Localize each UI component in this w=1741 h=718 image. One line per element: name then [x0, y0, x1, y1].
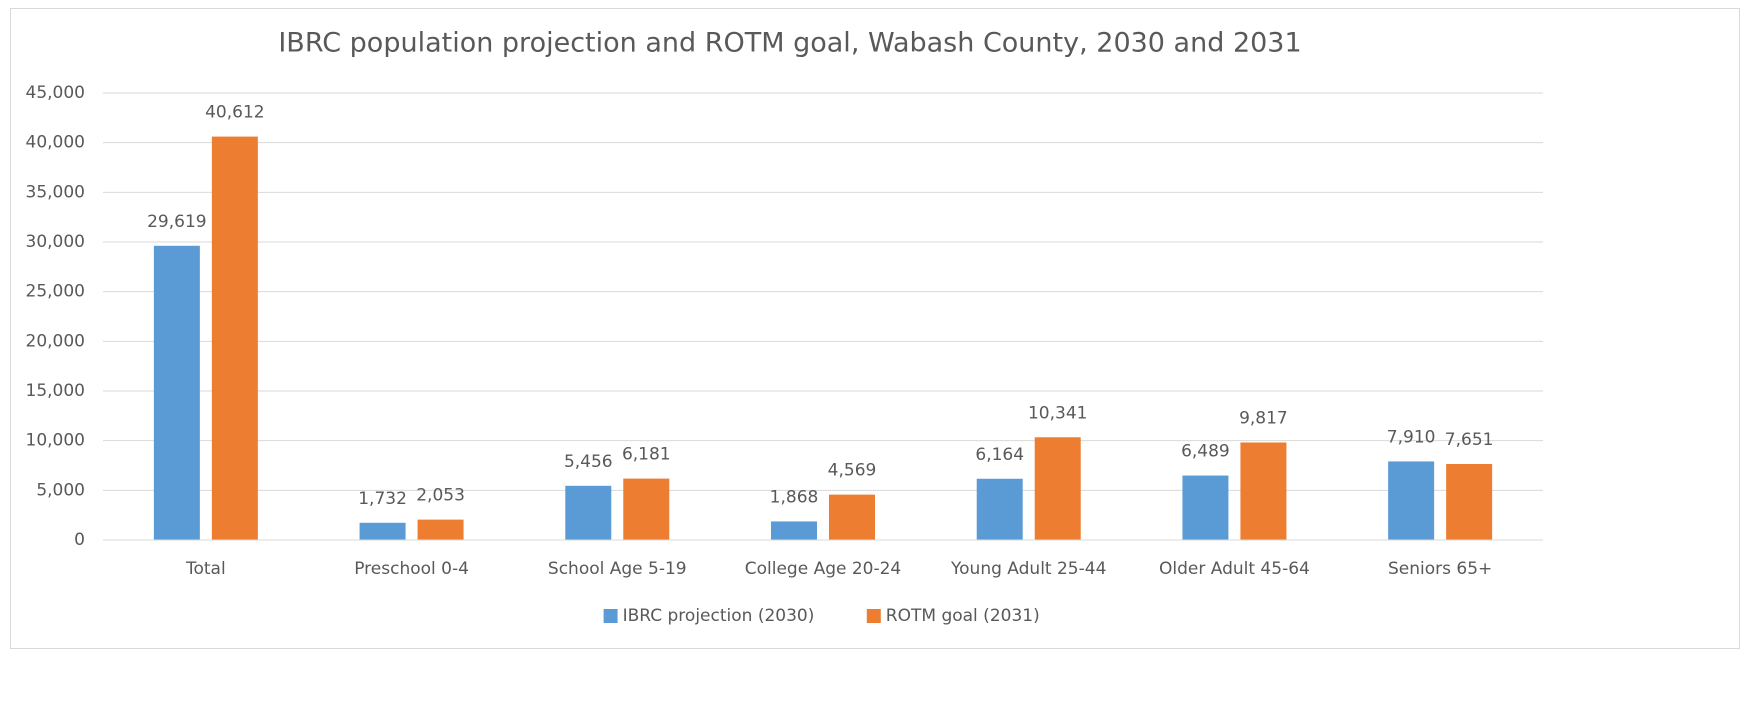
data-label: 7,651: [1445, 430, 1494, 450]
bar: [1240, 442, 1287, 540]
y-tick-label: 10,000: [26, 431, 85, 451]
bar: [1446, 464, 1493, 540]
legend-label: ROTM goal (2031): [886, 606, 1040, 626]
legend-swatch: [866, 609, 881, 623]
data-label: 1,868: [770, 487, 819, 507]
y-tick-label: 45,000: [26, 83, 85, 103]
bar: [623, 478, 670, 540]
data-label: 6,164: [975, 445, 1024, 465]
bar: [153, 245, 200, 540]
bar: [417, 519, 464, 540]
data-label: 5,456: [564, 452, 613, 472]
y-tick-label: 20,000: [26, 331, 85, 351]
bar: [211, 136, 258, 540]
data-label: 6,489: [1181, 442, 1230, 462]
bar: [565, 485, 612, 540]
y-tick-label: 40,000: [26, 133, 85, 153]
y-tick-label: 5,000: [36, 480, 85, 500]
bar: [1388, 461, 1435, 540]
x-tick-label: College Age 20-24: [745, 559, 902, 579]
data-label: 2,053: [416, 486, 465, 506]
data-label: 1,732: [358, 489, 407, 509]
data-label: 10,341: [1028, 403, 1087, 423]
bar: [1182, 475, 1229, 540]
data-label: 40,612: [205, 103, 264, 123]
data-label: 6,181: [622, 445, 671, 465]
y-tick-label: 25,000: [26, 282, 85, 302]
y-tick-label: 35,000: [26, 182, 85, 202]
bar: [359, 522, 406, 540]
bar: [829, 494, 875, 540]
x-tick-label: Seniors 65+: [1388, 559, 1492, 579]
legend-swatch: [603, 609, 618, 623]
y-tick-label: 15,000: [26, 381, 85, 401]
x-tick-label: School Age 5-19: [548, 559, 687, 579]
x-tick-label: Total: [185, 559, 226, 579]
data-label: 4,569: [828, 461, 877, 481]
bar: [771, 521, 817, 540]
bar: [1034, 437, 1081, 540]
data-label: 29,619: [147, 212, 206, 232]
y-tick-label: 0: [74, 530, 85, 550]
chart-border: [10, 8, 1740, 649]
x-tick-label: Preschool 0-4: [354, 559, 469, 579]
y-tick-label: 30,000: [26, 232, 85, 252]
legend-label: IBRC projection (2030): [623, 606, 815, 626]
x-tick-label: Young Adult 25-44: [950, 559, 1106, 579]
data-label: 9,817: [1239, 408, 1288, 428]
chart-title: IBRC population projection and ROTM goal…: [278, 28, 1301, 59]
bar: [976, 478, 1023, 540]
data-label: 7,910: [1387, 427, 1436, 447]
x-tick-label: Older Adult 45-64: [1159, 559, 1310, 579]
